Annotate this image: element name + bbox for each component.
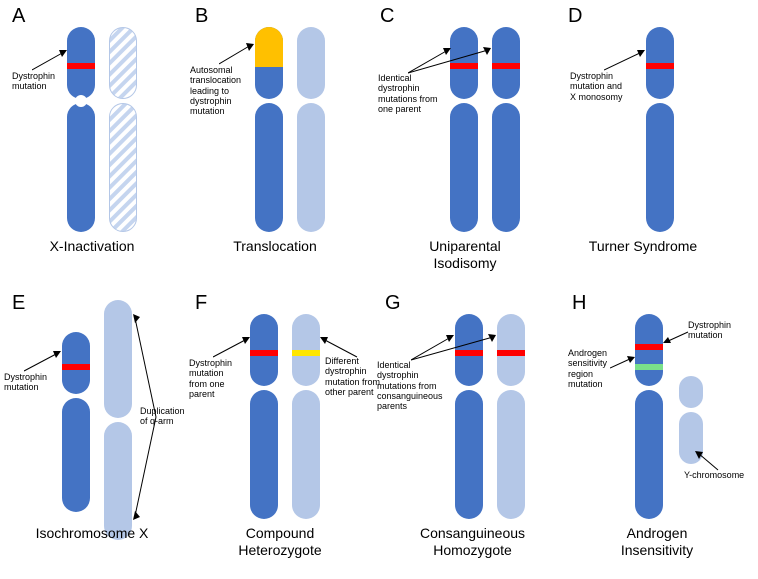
chromosome-dark xyxy=(646,27,674,232)
chrom-area xyxy=(646,27,674,232)
chromosome-light xyxy=(497,314,525,519)
panel-letter: H xyxy=(572,292,586,315)
panel-f: F Dystrophin mutation from one parent Di… xyxy=(195,292,380,577)
translocation-segment xyxy=(255,27,283,67)
chromosome-light xyxy=(297,27,325,232)
arrow xyxy=(219,41,259,66)
label-turner: Dystrophin mutation and X monosomy xyxy=(570,71,640,102)
panel-c: C Identical dystrophin mutations from on… xyxy=(380,5,560,295)
panel-e: E Dystrophin mutation Duplication of xyxy=(12,292,202,577)
arrow-right-top xyxy=(660,330,690,346)
label-one-parent: Dystrophin mutation from one parent xyxy=(189,358,244,399)
panel-letter: B xyxy=(195,5,208,28)
panel-letter: E xyxy=(12,292,25,315)
chrom-area xyxy=(635,314,663,519)
chrom-area xyxy=(62,332,90,512)
panel-letter: D xyxy=(568,5,582,28)
panel-title: Translocation xyxy=(185,238,365,255)
label-dystrophin: Dystrophin mutation xyxy=(4,372,59,393)
mutation-band-yellow xyxy=(292,350,320,356)
panel-h: H Dystrophin mutation Androgen sensi xyxy=(572,292,757,577)
panel-title: Androgen Insensitivity xyxy=(567,525,747,559)
chromosome-dark xyxy=(62,332,90,512)
panel-title: Isochromosome X xyxy=(2,525,182,542)
label-qarm: Duplication of q-arm xyxy=(140,406,200,427)
arrow-double xyxy=(411,332,501,362)
panel-g: G Identical dystrophin mutations from co… xyxy=(385,292,570,577)
panel-title: Uniparental Isodisomy xyxy=(380,238,550,272)
mutation-band-red xyxy=(497,350,525,356)
panel-a: A xyxy=(12,5,192,290)
panel-letter: F xyxy=(195,292,207,315)
panel-title: Turner Syndrome xyxy=(548,238,738,255)
panel-title: X-Inactivation xyxy=(2,238,182,255)
chromosome-light xyxy=(292,314,320,519)
arrow-double xyxy=(408,45,498,75)
arrow xyxy=(604,47,650,72)
panel-letter: A xyxy=(12,5,25,28)
panel-title: Compound Heterozygote xyxy=(195,525,365,559)
mutation-band-red xyxy=(62,364,90,370)
panel-d: D Dystrophin mutation and X monosomy Tur… xyxy=(568,5,748,290)
label-dystrophin: Dystrophin mutation xyxy=(688,320,746,341)
panel-letter: C xyxy=(380,5,394,28)
chromosome-dark-translocation xyxy=(255,27,283,232)
label-consang: Identical dystrophin mutations from cons… xyxy=(377,360,455,412)
arrow-left xyxy=(213,334,255,359)
label-translocation: Autosomal translocation leading to dystr… xyxy=(190,65,255,117)
mutation-band-red xyxy=(646,63,674,69)
label-dystrophin: Dystrophin mutation xyxy=(12,71,67,92)
chromosome-hatched xyxy=(109,27,137,232)
label-y: Y-chromosome xyxy=(684,470,758,480)
mutation-band-red xyxy=(635,344,663,350)
arrow-y xyxy=(694,450,722,472)
arrow xyxy=(32,47,72,72)
chromosome-x-dark xyxy=(635,314,663,519)
isochromosome xyxy=(104,300,132,545)
panel-b: B Autosomal translocation leading to dys… xyxy=(195,5,375,290)
panel-title: Consanguineous Homozygote xyxy=(380,525,565,559)
chrom-area xyxy=(255,27,283,232)
label-androgen: Androgen sensitivity region mutation xyxy=(568,348,618,389)
panel-letter: G xyxy=(385,292,401,315)
label-identical: Identical dystrophin mutations from one … xyxy=(378,73,448,114)
arrow xyxy=(24,348,66,373)
